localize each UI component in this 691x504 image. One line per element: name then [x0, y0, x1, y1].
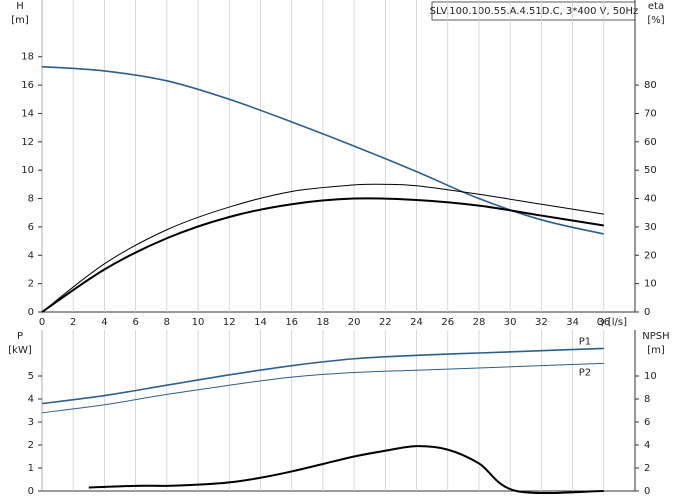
y-tick-label: 1	[28, 463, 34, 474]
y2-axis-unit: [m]	[647, 345, 665, 356]
x-axis-label: Q [l/s]	[597, 317, 627, 328]
x-tick-label: 18	[317, 317, 330, 328]
y-tick-label: 4	[28, 394, 34, 405]
y-tick-label: 6	[28, 222, 34, 233]
x-tick-label: 16	[285, 317, 298, 328]
y2-tick-label: 10	[644, 371, 657, 382]
y2-axis-label: NPSH	[642, 331, 669, 342]
y-tick-label: 18	[21, 52, 34, 63]
y-tick-label: 4	[28, 250, 34, 261]
y2-tick-label: 20	[644, 250, 657, 261]
x-tick-label: 20	[348, 317, 361, 328]
x-tick-label: 26	[441, 317, 454, 328]
y-tick-label: 2	[28, 279, 34, 290]
y-tick-label: 10	[21, 165, 34, 176]
y2-tick-label: 0	[644, 307, 650, 318]
y2-tick-label: 30	[644, 222, 657, 233]
y-tick-label: 12	[21, 137, 34, 148]
y2-tick-label: 6	[644, 417, 650, 428]
y-axis-label: H	[16, 1, 24, 12]
y-tick-label: 3	[28, 417, 34, 428]
curve	[88, 445, 604, 495]
y2-tick-label: 4	[644, 440, 650, 451]
y-tick-label: 0	[28, 307, 34, 318]
y-tick-label: 14	[21, 108, 34, 119]
x-tick-label: 30	[504, 317, 517, 328]
y-tick-label: 2	[28, 440, 34, 451]
y2-tick-label: 0	[644, 486, 650, 497]
x-tick-label: 34	[566, 317, 579, 328]
y2-tick-label: 50	[644, 165, 657, 176]
x-tick-label: 24	[410, 317, 423, 328]
x-tick-label: 28	[473, 317, 486, 328]
y-tick-label: 8	[28, 194, 34, 205]
x-tick-label: 0	[39, 317, 45, 328]
curve	[41, 362, 604, 414]
x-tick-label: 8	[164, 317, 170, 328]
y2-tick-label: 80	[644, 80, 657, 91]
y2-tick-label: 60	[644, 137, 657, 148]
x-tick-label: 36	[597, 317, 610, 328]
curve	[41, 183, 604, 313]
x-tick-label: 32	[535, 317, 548, 328]
x-tick-label: 2	[70, 317, 76, 328]
y-tick-label: 16	[21, 80, 34, 91]
y2-tick-label: 10	[644, 279, 657, 290]
y-tick-label: 0	[28, 486, 34, 497]
y-tick-label: 5	[28, 371, 34, 382]
y-axis-label: P	[17, 331, 23, 342]
x-tick-label: 10	[192, 317, 205, 328]
x-tick-label: 4	[101, 317, 107, 328]
x-tick-label: 22	[379, 317, 392, 328]
y-axis-unit: [kW]	[8, 345, 32, 356]
x-tick-label: 12	[223, 317, 236, 328]
chart-title: SLV.100.100.55.A.4.51D.C, 3*400 V, 50Hz	[430, 6, 639, 17]
series-label: P1	[579, 336, 591, 347]
y2-tick-label: 70	[644, 108, 657, 119]
y2-tick-label: 2	[644, 463, 650, 474]
curve	[41, 347, 604, 405]
x-tick-label: 6	[132, 317, 138, 328]
x-tick-label: 14	[254, 317, 267, 328]
y2-tick-label: 8	[644, 394, 650, 405]
y2-tick-label: 40	[644, 194, 657, 205]
curve	[41, 197, 604, 313]
y2-axis-unit: [%]	[647, 15, 664, 26]
series-label: P2	[579, 367, 591, 378]
y-axis-unit: [m]	[11, 15, 29, 26]
y2-axis-label: eta	[648, 1, 664, 12]
